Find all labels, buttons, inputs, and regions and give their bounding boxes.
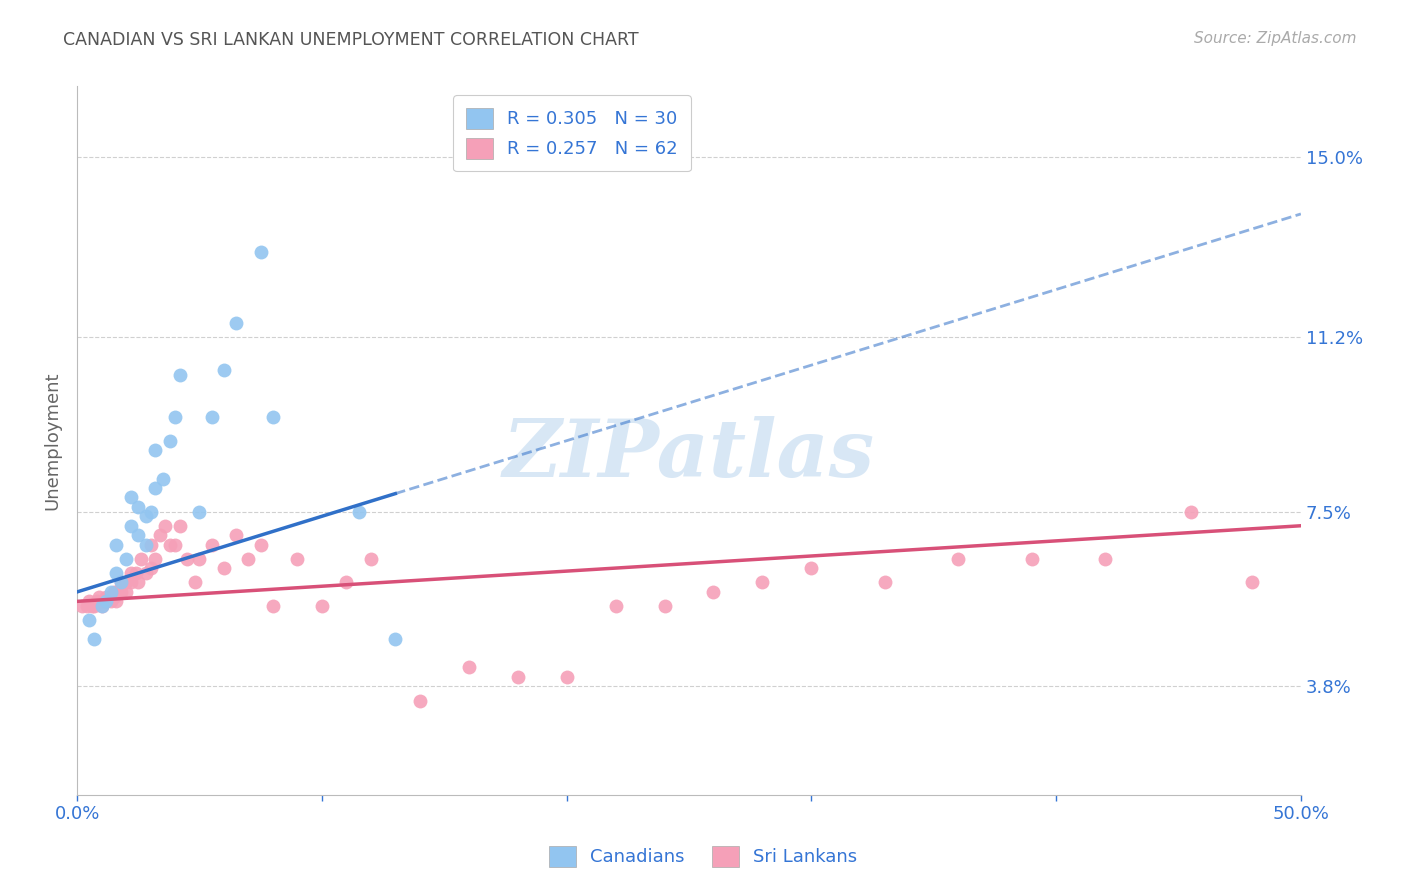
Point xyxy=(79,613,101,627)
Point xyxy=(96,594,118,608)
Point xyxy=(103,590,125,604)
Point xyxy=(120,491,142,505)
Point xyxy=(409,693,432,707)
Point xyxy=(335,575,357,590)
Point xyxy=(110,575,132,590)
Point xyxy=(145,551,167,566)
Point xyxy=(800,561,823,575)
Point xyxy=(125,566,148,580)
Point xyxy=(139,505,162,519)
Point xyxy=(948,551,970,566)
Point xyxy=(183,575,205,590)
Point xyxy=(287,551,309,566)
Point xyxy=(262,410,284,425)
Point xyxy=(135,566,157,580)
Point xyxy=(1180,505,1202,519)
Point xyxy=(145,443,167,458)
Point xyxy=(135,538,157,552)
Point xyxy=(201,538,224,552)
Point xyxy=(83,632,105,647)
Point xyxy=(249,244,271,259)
Point xyxy=(70,599,93,613)
Point xyxy=(176,551,198,566)
Point xyxy=(105,594,128,608)
Point xyxy=(103,585,125,599)
Point xyxy=(702,585,724,599)
Point xyxy=(127,528,149,542)
Point xyxy=(76,599,98,613)
Point xyxy=(105,566,128,580)
Point xyxy=(105,585,128,599)
Point xyxy=(169,518,191,533)
Point xyxy=(79,594,101,608)
Point xyxy=(100,594,122,608)
Point xyxy=(163,410,186,425)
Point xyxy=(96,590,118,604)
Point xyxy=(127,500,149,514)
Point xyxy=(145,481,167,495)
Point xyxy=(159,434,181,448)
Point xyxy=(129,551,152,566)
Point xyxy=(249,538,271,552)
Point xyxy=(873,575,896,590)
Point xyxy=(120,566,142,580)
Point xyxy=(1240,575,1263,590)
Point xyxy=(212,561,235,575)
Point xyxy=(90,599,112,613)
Point xyxy=(238,551,260,566)
Text: ZIPatlas: ZIPatlas xyxy=(503,417,875,493)
Point xyxy=(105,538,128,552)
Point xyxy=(155,518,177,533)
Point xyxy=(212,363,235,377)
Y-axis label: Unemployment: Unemployment xyxy=(44,371,60,510)
Point xyxy=(120,518,142,533)
Point xyxy=(139,538,162,552)
Point xyxy=(100,585,122,599)
Point xyxy=(159,538,181,552)
Point xyxy=(347,505,370,519)
Point xyxy=(110,585,132,599)
Point xyxy=(188,505,211,519)
Point xyxy=(1021,551,1043,566)
Point xyxy=(360,551,382,566)
Point xyxy=(110,575,132,590)
Text: CANADIAN VS SRI LANKAN UNEMPLOYMENT CORRELATION CHART: CANADIAN VS SRI LANKAN UNEMPLOYMENT CORR… xyxy=(63,31,638,49)
Point xyxy=(149,528,172,542)
Text: Source: ZipAtlas.com: Source: ZipAtlas.com xyxy=(1194,31,1357,46)
Point xyxy=(1094,551,1116,566)
Point xyxy=(90,599,112,613)
Point xyxy=(262,599,284,613)
Legend: Canadians, Sri Lankans: Canadians, Sri Lankans xyxy=(541,838,865,874)
Point xyxy=(311,599,333,613)
Point xyxy=(605,599,627,613)
Point xyxy=(139,561,162,575)
Point xyxy=(120,575,142,590)
Point xyxy=(80,599,103,613)
Point xyxy=(127,575,149,590)
Point xyxy=(96,594,118,608)
Point xyxy=(506,670,529,684)
Point xyxy=(87,590,110,604)
Legend: R = 0.305   N = 30, R = 0.257   N = 62: R = 0.305 N = 30, R = 0.257 N = 62 xyxy=(453,95,690,171)
Point xyxy=(188,551,211,566)
Point xyxy=(555,670,578,684)
Point xyxy=(751,575,773,590)
Point xyxy=(654,599,676,613)
Point xyxy=(83,599,105,613)
Point xyxy=(457,660,479,674)
Point xyxy=(90,594,112,608)
Point xyxy=(384,632,406,647)
Point xyxy=(115,551,138,566)
Point xyxy=(135,509,157,524)
Point xyxy=(152,471,174,485)
Point xyxy=(86,594,108,608)
Point xyxy=(163,538,186,552)
Point xyxy=(115,585,138,599)
Point xyxy=(201,410,224,425)
Point xyxy=(115,575,138,590)
Point xyxy=(225,316,247,330)
Point xyxy=(225,528,247,542)
Point xyxy=(169,368,191,382)
